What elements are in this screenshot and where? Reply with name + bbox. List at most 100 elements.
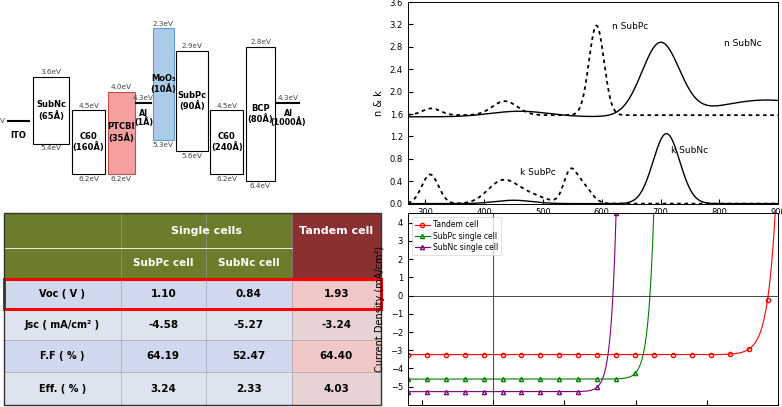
Tandem cell bbox=[634, 352, 644, 357]
Line: SubPc single cell: SubPc single cell bbox=[406, 202, 782, 381]
SubPc single cell bbox=[628, 373, 637, 378]
SubNc single cell bbox=[629, 202, 638, 207]
Text: -4.58: -4.58 bbox=[149, 319, 178, 330]
Text: PTCBI
(35Å): PTCBI (35Å) bbox=[108, 123, 135, 143]
Bar bbox=[108, 92, 135, 174]
Text: k SubNc: k SubNc bbox=[671, 146, 708, 155]
Line: Tandem cell: Tandem cell bbox=[406, 202, 782, 357]
Text: SubNc cell: SubNc cell bbox=[218, 258, 280, 268]
SubPc single cell bbox=[747, 202, 756, 207]
Tandem cell bbox=[721, 352, 730, 357]
Text: 5.6eV: 5.6eV bbox=[181, 153, 203, 159]
SubPc single cell bbox=[404, 376, 413, 381]
Text: Tandem cell: Tandem cell bbox=[300, 226, 373, 236]
Text: 64.19: 64.19 bbox=[147, 351, 180, 361]
Bar bbox=[4, 248, 292, 278]
Text: 5.3eV: 5.3eV bbox=[152, 142, 174, 148]
Bar bbox=[4, 213, 292, 248]
SubNc single cell bbox=[404, 389, 414, 394]
Text: Jsc ( mA/cm² ): Jsc ( mA/cm² ) bbox=[25, 319, 100, 330]
Text: 2.3eV: 2.3eV bbox=[152, 21, 174, 27]
Text: ITO: ITO bbox=[11, 131, 27, 140]
Text: -5.27: -5.27 bbox=[234, 319, 264, 330]
Bar bbox=[292, 213, 381, 248]
Text: SubNc
(65Å): SubNc (65Å) bbox=[36, 100, 66, 120]
Y-axis label: Current Density (mA/cm²): Current Density (mA/cm²) bbox=[375, 246, 385, 372]
Text: Single cells: Single cells bbox=[170, 226, 242, 236]
Text: 64.40: 64.40 bbox=[320, 351, 353, 361]
Text: C60
(240Å): C60 (240Å) bbox=[211, 132, 242, 152]
Text: F.F ( % ): F.F ( % ) bbox=[40, 351, 84, 361]
Legend: Tandem cell, SubPc single cell, SubNc single cell: Tandem cell, SubPc single cell, SubNc si… bbox=[411, 217, 501, 255]
SubNc single cell bbox=[628, 202, 637, 207]
Tandem cell bbox=[745, 346, 755, 351]
Tandem cell bbox=[628, 352, 637, 357]
Text: 1.93: 1.93 bbox=[324, 289, 349, 299]
Text: (1000Å): (1000Å) bbox=[271, 117, 306, 127]
Bar bbox=[4, 372, 292, 405]
Text: 3.24: 3.24 bbox=[150, 384, 176, 394]
Text: 6.2eV: 6.2eV bbox=[216, 175, 237, 182]
Tandem cell bbox=[404, 352, 413, 357]
Bar bbox=[292, 248, 381, 278]
Bar bbox=[246, 47, 275, 181]
Text: 5.4eV: 5.4eV bbox=[41, 145, 62, 151]
Bar bbox=[4, 278, 292, 309]
Text: Eff. ( % ): Eff. ( % ) bbox=[38, 384, 86, 394]
SubPc single cell bbox=[780, 202, 782, 207]
Text: 4.0eV: 4.0eV bbox=[110, 84, 131, 90]
Tandem cell bbox=[626, 352, 636, 357]
Text: Al: Al bbox=[139, 109, 148, 118]
Bar bbox=[292, 309, 381, 340]
Bar bbox=[292, 340, 381, 372]
Tandem cell bbox=[772, 202, 781, 207]
Text: 4.3eV: 4.3eV bbox=[133, 94, 154, 101]
Tandem cell bbox=[404, 352, 414, 357]
Bar bbox=[33, 77, 69, 144]
Text: MoO₃
(10Å): MoO₃ (10Å) bbox=[151, 74, 177, 94]
Text: 4.03: 4.03 bbox=[324, 384, 350, 394]
SubNc single cell bbox=[612, 202, 622, 207]
Text: C60
(160Å): C60 (160Å) bbox=[73, 132, 104, 152]
Bar bbox=[210, 110, 243, 174]
X-axis label: Wavelength / nm: Wavelength / nm bbox=[551, 223, 635, 233]
Text: k SubPc: k SubPc bbox=[519, 168, 555, 177]
Text: BCP
(80Å): BCP (80Å) bbox=[247, 104, 273, 124]
SubNc single cell bbox=[747, 202, 756, 207]
Bar bbox=[4, 309, 292, 340]
SubPc single cell bbox=[651, 202, 660, 207]
Bar bbox=[292, 278, 381, 309]
Bar bbox=[72, 110, 105, 174]
Text: 6.2eV: 6.2eV bbox=[110, 175, 131, 182]
Bar bbox=[176, 50, 208, 151]
Text: -3.24: -3.24 bbox=[321, 319, 351, 330]
Text: 2.8eV: 2.8eV bbox=[250, 39, 271, 45]
SubNc single cell bbox=[636, 202, 645, 207]
Text: 4.5eV: 4.5eV bbox=[78, 103, 99, 109]
Text: 1.10: 1.10 bbox=[150, 289, 176, 299]
Text: SubPc
(90Å): SubPc (90Å) bbox=[178, 91, 206, 111]
Text: Al: Al bbox=[284, 109, 292, 118]
Text: 4.3eV: 4.3eV bbox=[278, 94, 299, 101]
Text: 4.5eV: 4.5eV bbox=[216, 103, 237, 109]
Text: 2.33: 2.33 bbox=[236, 384, 262, 394]
Bar bbox=[4, 340, 292, 372]
SubPc single cell bbox=[626, 374, 636, 379]
Text: 6.4eV: 6.4eV bbox=[250, 183, 271, 189]
Text: 0.84: 0.84 bbox=[236, 289, 262, 299]
Text: 6.2eV: 6.2eV bbox=[78, 175, 99, 182]
Text: n SubNc: n SubNc bbox=[724, 39, 762, 48]
SubNc single cell bbox=[780, 202, 782, 207]
Text: Voc ( V ): Voc ( V ) bbox=[39, 289, 85, 299]
Tandem cell bbox=[780, 202, 782, 207]
Text: SubPc cell: SubPc cell bbox=[133, 258, 194, 268]
SubPc single cell bbox=[634, 365, 644, 370]
Bar bbox=[152, 28, 174, 140]
Bar bbox=[4, 278, 381, 309]
Y-axis label: n & k: n & k bbox=[374, 90, 384, 116]
Text: (1Å): (1Å) bbox=[134, 117, 153, 127]
Text: n SubPc: n SubPc bbox=[612, 22, 648, 31]
Bar bbox=[292, 372, 381, 405]
Text: 4.8eV: 4.8eV bbox=[0, 118, 5, 125]
Text: 52.47: 52.47 bbox=[232, 351, 265, 361]
